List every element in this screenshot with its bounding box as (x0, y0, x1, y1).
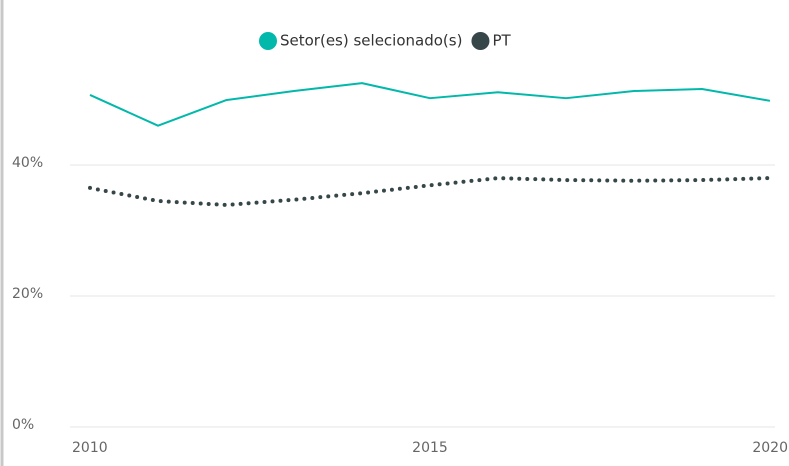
y-tick-label: 40% (12, 155, 43, 171)
x-tick-label: 2020 (752, 440, 788, 456)
legend-swatch (259, 32, 277, 50)
legend-label: Setor(es) selecionado(s) (280, 32, 462, 50)
y-tick-label: 20% (12, 286, 43, 302)
legend-label: PT (492, 32, 511, 50)
series-line (88, 176, 772, 207)
legend: Setor(es) selecionado(s) PT (259, 32, 511, 50)
series-line (89, 82, 771, 127)
x-tick-label: 2010 (72, 440, 108, 456)
x-tick-label: 2015 (412, 440, 448, 456)
legend-swatch (471, 32, 490, 50)
y-tick-label: 0% (12, 417, 34, 433)
